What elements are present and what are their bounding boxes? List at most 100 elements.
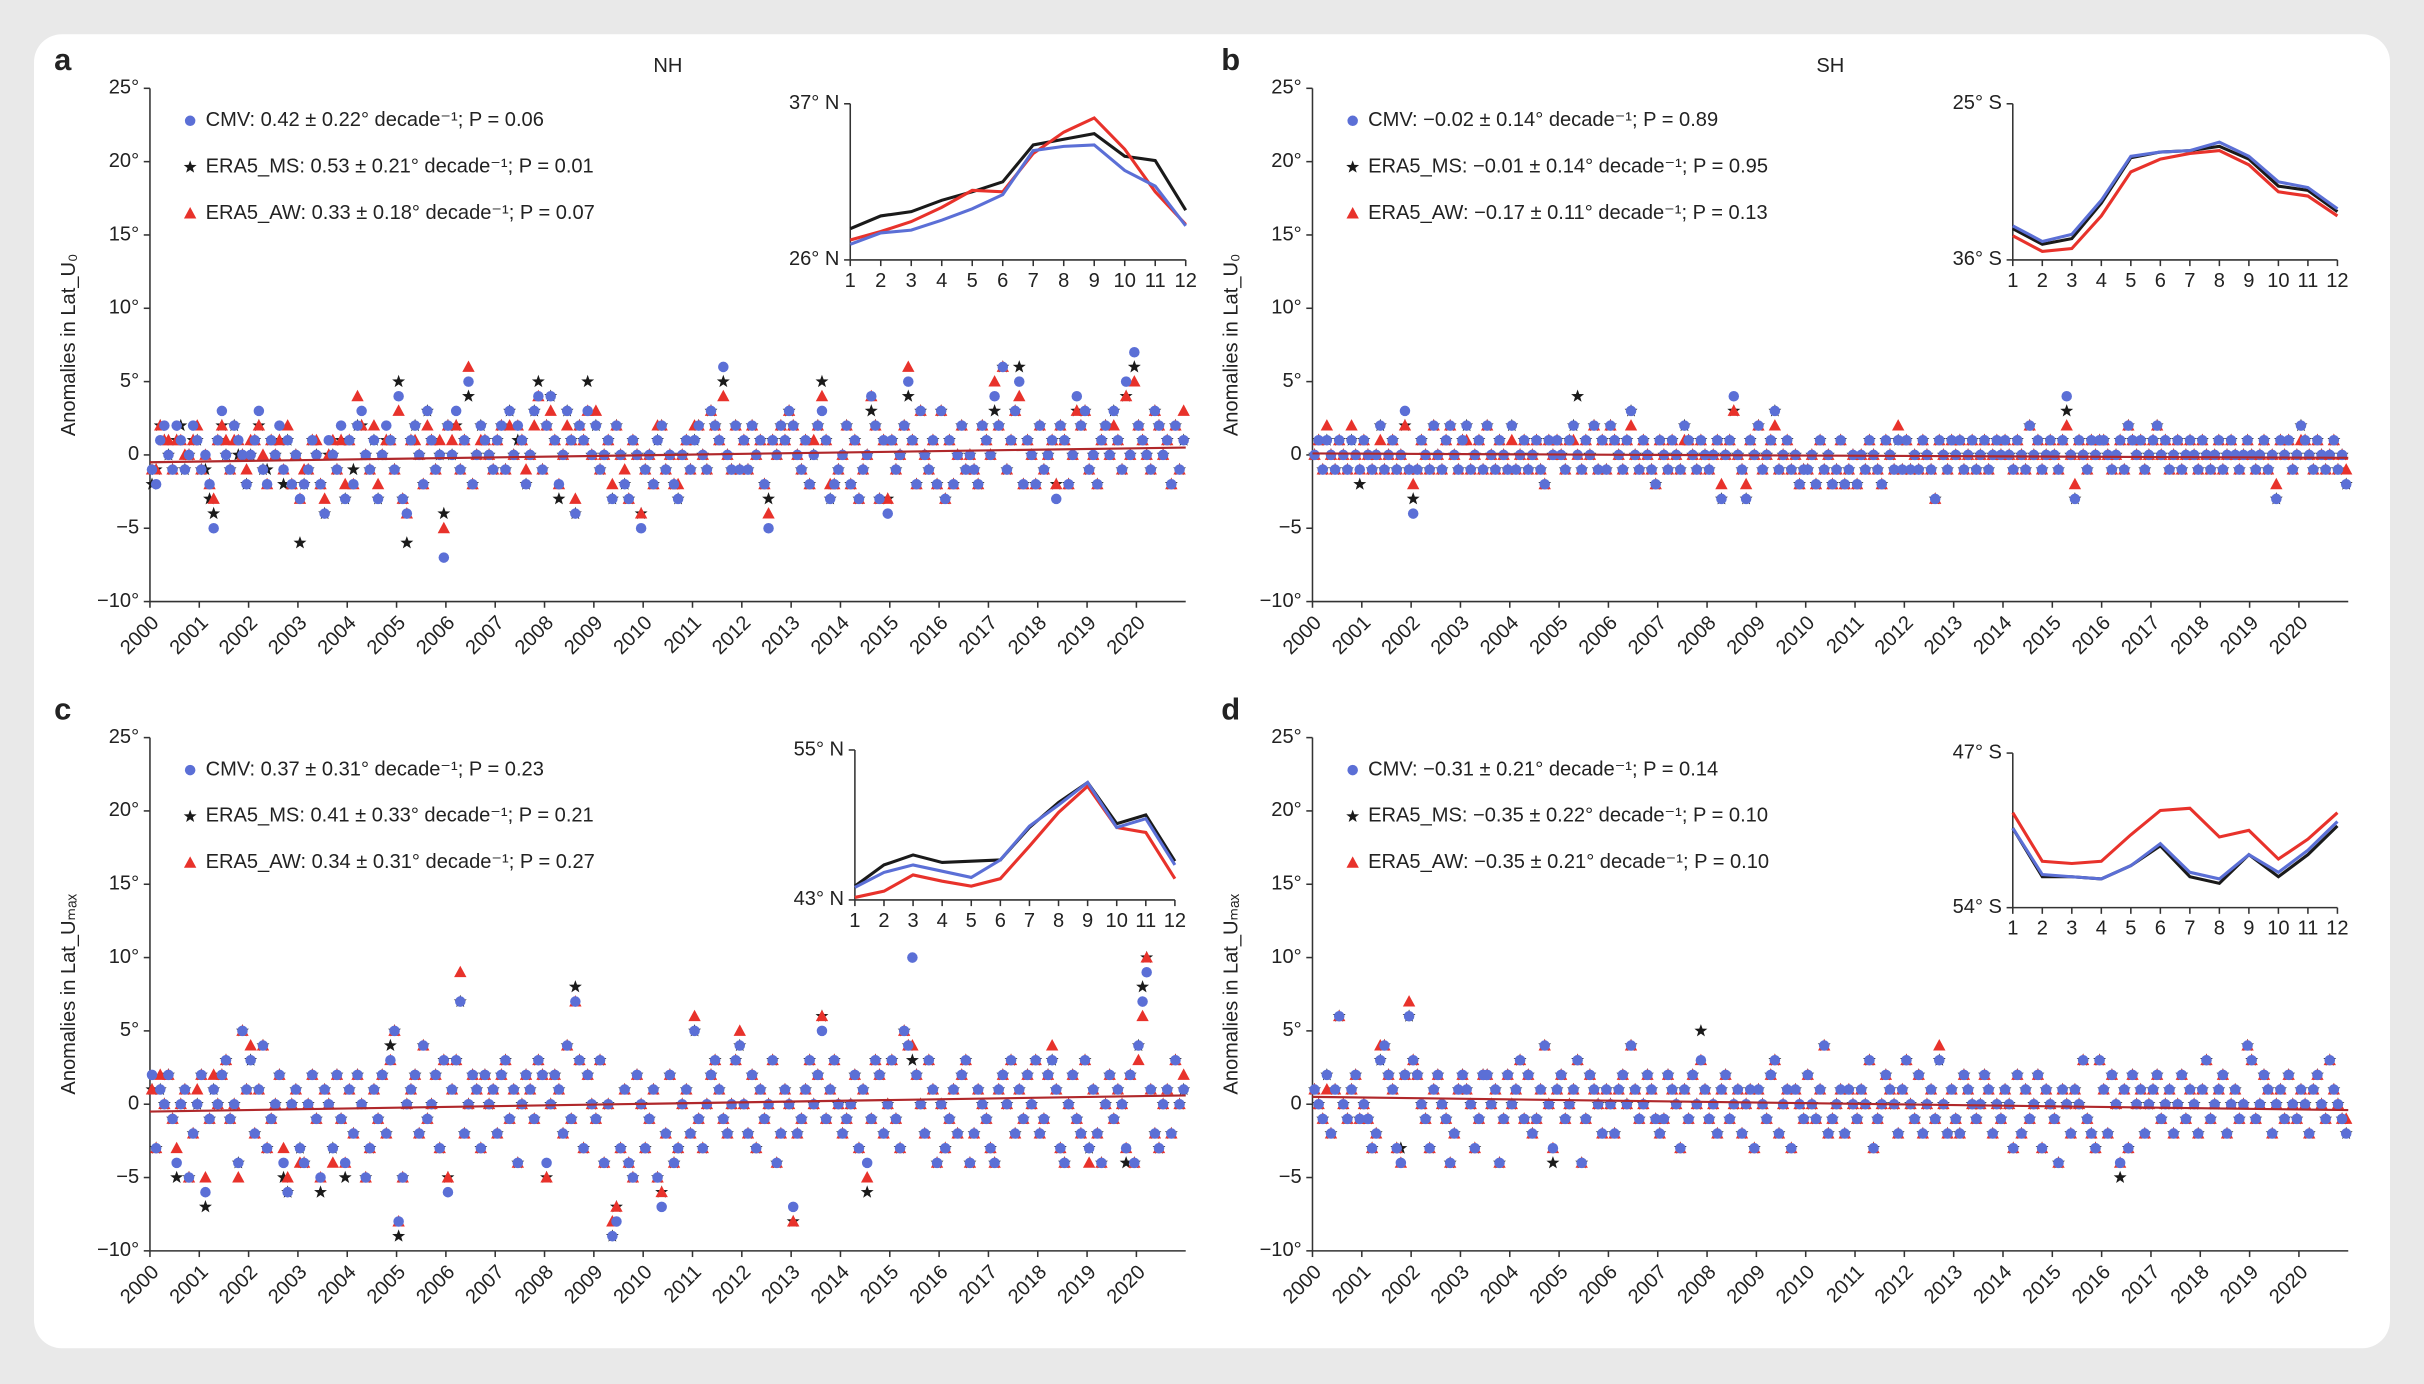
point [1888, 464, 1900, 475]
point [1839, 478, 1851, 490]
point [302, 1098, 314, 1110]
point [270, 449, 281, 461]
inset-y-tick-label: 26° N [789, 248, 839, 270]
point [1901, 435, 1912, 446]
point [1465, 1098, 1476, 1110]
point [290, 1084, 302, 1095]
point [2151, 420, 2163, 431]
point [960, 1054, 972, 1066]
point [993, 420, 1004, 431]
point [1362, 1113, 1374, 1125]
point [1416, 1098, 1427, 1110]
point [179, 464, 191, 475]
point [1802, 1069, 1814, 1081]
point [1059, 1157, 1070, 1169]
point [338, 1170, 352, 1184]
y-tick-label: 15° [109, 873, 139, 895]
point [1975, 1098, 1986, 1110]
point [1646, 464, 1657, 475]
inset-y-tick-label: 54° S [1953, 896, 2002, 918]
point [635, 522, 647, 534]
point [807, 433, 820, 446]
point [1329, 464, 1341, 475]
point [2213, 1084, 2225, 1095]
inset-y-tick-label: 25° S [1953, 92, 2002, 114]
point [1001, 464, 1013, 475]
point [2250, 1113, 2262, 1125]
point [2209, 1098, 2220, 1110]
point [1127, 360, 1141, 373]
point [1346, 1084, 1357, 1095]
point [615, 1142, 626, 1154]
point [713, 1084, 725, 1095]
point [1473, 435, 1485, 446]
point [1823, 1128, 1834, 1139]
point [1108, 405, 1120, 417]
inset-x-tick-label: 1 [2007, 918, 2018, 940]
point [1473, 1113, 1485, 1125]
point [956, 420, 967, 431]
point [540, 1171, 553, 1183]
point [220, 449, 232, 461]
point [1694, 1024, 1708, 1037]
point [2258, 435, 2270, 446]
inset-y-tick-label: 43° N [794, 888, 844, 910]
point [1379, 464, 1390, 475]
point [1486, 1098, 1497, 1110]
y-tick-label: 15° [109, 223, 139, 245]
point [1679, 1084, 1690, 1095]
point [1502, 1069, 1513, 1081]
point [253, 405, 265, 417]
point [1136, 980, 1150, 993]
point [1827, 1113, 1838, 1125]
point [878, 435, 889, 446]
point [833, 464, 844, 475]
point [1087, 1084, 1099, 1095]
point [2155, 449, 2167, 461]
point [1012, 360, 1026, 373]
point [623, 1157, 635, 1169]
point [1683, 435, 1694, 446]
point [1375, 420, 1386, 431]
point [293, 536, 307, 549]
point [1329, 1084, 1341, 1095]
point [705, 405, 717, 417]
point [1798, 1113, 1809, 1125]
legend-marker [1346, 160, 1360, 173]
point [1124, 449, 1136, 461]
point [2312, 435, 2323, 446]
point [545, 1098, 556, 1110]
point [1391, 464, 1402, 475]
point [2279, 1113, 2290, 1125]
point [2020, 464, 2031, 475]
point [771, 1157, 783, 1169]
point [2221, 1128, 2233, 1139]
point [864, 404, 878, 417]
point [364, 1142, 376, 1154]
point [2234, 464, 2245, 475]
point [1387, 1084, 1398, 1095]
point [767, 1054, 778, 1066]
point [627, 435, 639, 446]
point [2065, 1128, 2077, 1139]
inset-x-tick-label: 9 [1082, 910, 1093, 932]
point [483, 1098, 495, 1110]
point [557, 449, 569, 461]
point [804, 1054, 815, 1066]
point [2176, 464, 2188, 475]
point [804, 478, 815, 490]
point [1621, 435, 1633, 446]
point [434, 1142, 445, 1154]
point [1129, 1157, 1140, 1169]
point [1617, 464, 1629, 475]
point [1876, 478, 1888, 490]
point [1321, 1069, 1333, 1081]
inset-x-tick-label: 8 [2214, 918, 2225, 940]
point [381, 420, 392, 431]
point [689, 435, 700, 446]
point [734, 464, 746, 475]
point [845, 478, 856, 490]
point [277, 1141, 290, 1154]
point [381, 1128, 392, 1139]
inset-x-tick-label: 4 [936, 270, 947, 292]
